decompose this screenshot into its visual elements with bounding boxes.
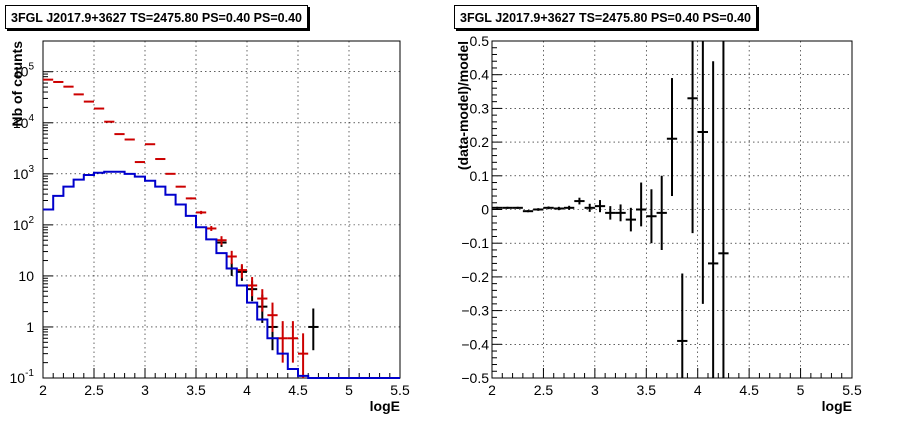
model-sum-point [63,85,74,88]
model-sum-point [247,277,258,297]
residual-chart: 2 2.5 3 3.5 4 4.5 5 5.5 −0.5 −0.4 −0.3 −0.2 −0.1 0 0.1… [455,33,862,414]
x-tick-label: 5 [797,382,805,398]
model-sum-point [196,210,207,215]
x-tick-label: 5.5 [390,382,410,398]
x-tick-label: 3 [141,382,149,398]
counts-chart: 2 2.5 3 3.5 4 4.5 5 5.5 10-1 1 10 102 103 104 105 logE N… [9,40,410,414]
model-sum-point [277,321,288,363]
y-tick-label: −0.3 [461,303,489,319]
residual-point [502,206,513,209]
residual-point [708,61,719,378]
residual-point [718,41,729,378]
x-tick-label: 5.5 [842,382,862,398]
model-sum-point [73,93,84,96]
model-sum-point [185,197,196,200]
model-sum-point [155,158,166,161]
model-sum-point [104,120,115,123]
model-sum-point [298,333,309,378]
y-tick-label: 104 [13,113,35,131]
residual-point [636,182,647,227]
residual-point [605,206,616,220]
x-axis-title: logE [370,398,400,414]
y-tick-label: 0.3 [470,100,490,116]
x-tick-label: 3.5 [186,382,206,398]
model-sum-point [216,236,227,246]
residual-point [512,206,523,209]
residual-point [574,197,585,205]
residual-point [697,41,708,304]
y-tick-label: −0.2 [461,269,489,285]
y-tick-label: 0 [481,202,489,218]
plot-frame [42,40,401,379]
model-sum-point [236,264,247,279]
model-sum-point [165,172,176,175]
chart-title: 3FGL J2017.9+3627 TS=2475.80 PS=0.40 PS=… [454,5,757,29]
residual-point [553,206,564,211]
y-tick-label: 0.5 [470,33,490,49]
y-axis-title: (data-model)/model [455,41,471,170]
x-tick-label: 2.5 [534,382,554,398]
residual-point [615,204,626,222]
x-tick-label: 2 [488,382,496,398]
data-point [308,308,319,351]
x-tick-label: 4 [694,382,702,398]
x-tick-label: 3.5 [637,382,657,398]
model-sum-point [267,302,278,332]
y-tick-label: −0.5 [461,370,489,386]
residual-chart-panel: 3FGL J2017.9+3627 TS=2475.80 PS=0.40 PS=… [449,0,898,421]
x-tick-label: 2.5 [84,382,104,398]
y-tick-label: 103 [13,164,35,182]
residual-point [656,175,667,250]
source-model-histogram [43,170,400,379]
y-tick-label: −0.4 [461,336,489,352]
residual-point [646,189,657,244]
model-sum-point [257,289,268,312]
residual-point [522,210,534,213]
model-sum-point [94,107,105,110]
residual-point [677,273,688,378]
residual-point [666,78,678,197]
model-sum-point [206,226,217,231]
x-axis-title: logE [822,398,852,414]
y-tick-label: 0.2 [470,134,490,150]
y-tick-label: 105 [13,62,35,80]
residual-point [625,207,636,232]
y-axis-title: Nb of counts [9,41,25,127]
y-tick-label: 10-1 [10,368,35,386]
model-sum-point [287,321,298,363]
residual-point [594,200,606,213]
chart-title: 3FGL J2017.9+3627 TS=2475.80 PS=0.40 PS=… [5,5,308,29]
y-tick-label: 0.1 [470,168,490,184]
x-tick-label: 2 [39,382,47,398]
x-tick-label: 3 [591,382,599,398]
y-tick-label: 102 [13,215,35,233]
residual-point [492,206,503,209]
y-tick-label: −0.1 [461,235,489,251]
model-sum-point [83,100,94,103]
residual-point [564,205,575,210]
model-sum-point [145,143,156,146]
residual-point [543,206,554,210]
model-sum-point [124,138,135,141]
y-tick-label: 10 [18,268,34,284]
y-tick-label: 1 [26,319,34,335]
counts-chart-panel: 3FGL J2017.9+3627 TS=2475.80 PS=0.40 PS=… [5,5,410,414]
residual-point [584,203,595,212]
x-tick-label: 5 [345,382,353,398]
y-tick-label: 0.4 [470,67,490,83]
model-sum-point [226,250,237,265]
model-sum-point [134,161,145,164]
residual-point [533,208,544,211]
x-tick-label: 4.5 [288,382,308,398]
x-tick-label: 4.5 [739,382,759,398]
model-sum-point [114,133,125,136]
residual-point [687,41,698,234]
x-tick-label: 4 [243,382,251,398]
model-sum-point [175,185,186,188]
